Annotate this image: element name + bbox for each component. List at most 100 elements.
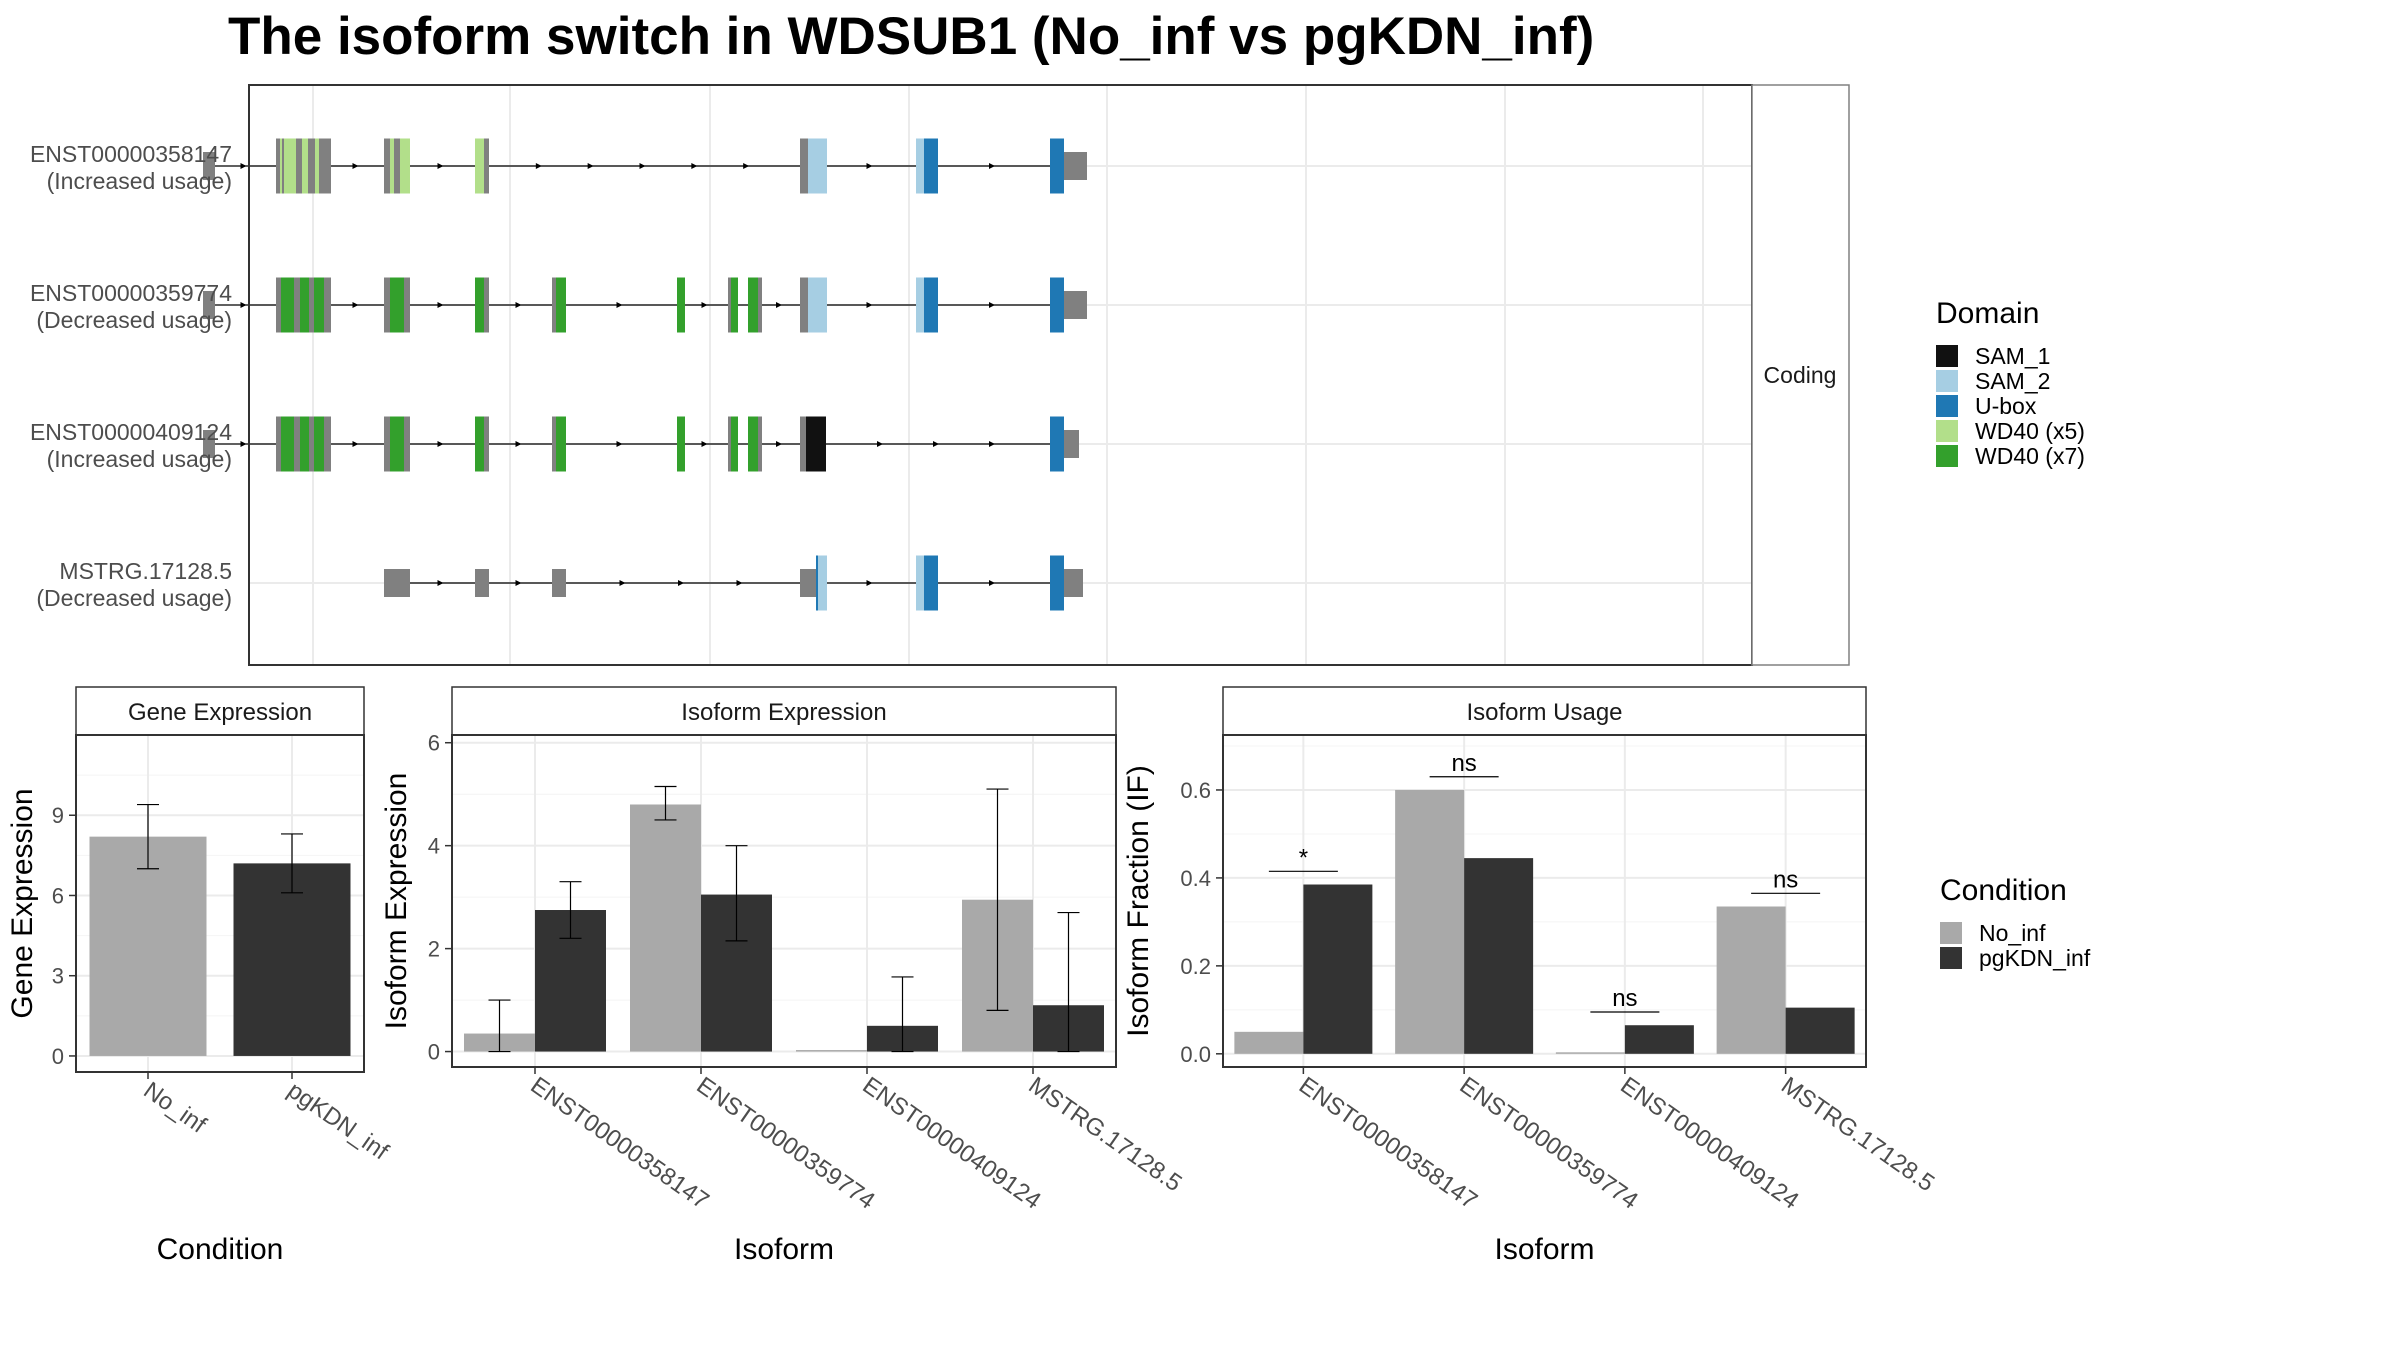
intron-arrow — [866, 163, 873, 169]
domain-segment-sam-2 — [818, 555, 827, 611]
intron-arrow — [743, 163, 750, 169]
intron-arrow — [240, 302, 247, 308]
y-tick-label: 0.2 — [1180, 954, 1211, 979]
exon-utr — [475, 569, 489, 597]
domain-segment-u-box — [1050, 277, 1064, 333]
domain-segment-u-box — [1050, 555, 1064, 611]
intron-arrow — [240, 163, 247, 169]
bar — [1303, 884, 1373, 1054]
intron-arrow — [866, 302, 873, 308]
intron-arrow — [776, 441, 782, 447]
domain-segment-wd40-x7- — [390, 277, 404, 333]
domain-segment-wd40-x7- — [556, 277, 566, 333]
structure-background — [249, 85, 1752, 665]
bar — [1624, 1025, 1694, 1054]
domain-segment-u-box — [1050, 416, 1064, 472]
x-tick-label: ENST00000409124 — [858, 1072, 1046, 1215]
bar — [89, 836, 207, 1056]
domain-segment-wd40-x7- — [677, 277, 685, 333]
intron-arrow — [877, 441, 883, 447]
transcript-structure-panel: ENST00000358147(Increased usage)ENST0000… — [30, 84, 1850, 666]
intron-arrow — [933, 441, 939, 447]
intron-arrow — [437, 441, 444, 447]
domain-segment-sam-2 — [916, 555, 924, 611]
exon-utr — [1064, 430, 1079, 458]
domain-segment-sam-2 — [808, 277, 827, 333]
intron-arrow — [240, 441, 247, 447]
intron-arrow — [736, 580, 743, 586]
domain-segment-sam-2 — [916, 138, 924, 194]
panel-strip-title: Isoform Expression — [681, 699, 886, 726]
intron-arrow — [989, 163, 995, 169]
domain-segment-wd40-x5- — [284, 138, 296, 194]
intron-arrow — [619, 580, 626, 586]
domain-legend-label: U-box — [1975, 393, 2037, 419]
intron-arrow — [989, 441, 995, 447]
x-tick-label: MSTRG.17128.5 — [1776, 1072, 1939, 1197]
y-tick-label: 0.6 — [1180, 778, 1211, 803]
exon-utr — [800, 569, 816, 597]
x-tick-label: pgKDN_inf — [283, 1077, 394, 1166]
domain-segment-wd40-x7- — [556, 416, 566, 472]
panel-strip-title: Gene Expression — [128, 699, 312, 726]
transcript-label: ENST00000358147 — [30, 141, 232, 167]
domain-segment-u-box — [816, 555, 818, 611]
domain-segment-u-box — [1050, 138, 1064, 194]
facet-label: Coding — [1764, 362, 1837, 388]
intron-arrow — [678, 580, 684, 586]
domain-segment-wd40-x7- — [677, 416, 685, 472]
bar — [1464, 858, 1534, 1054]
y-axis-title: Isoform Expression — [380, 773, 413, 1030]
chart-title: The isoform switch in WDSUB1 (No_inf vs … — [228, 7, 1595, 66]
panel-strip — [75, 686, 365, 736]
domain-segment-wd40-x5- — [390, 138, 394, 194]
bar — [1555, 1052, 1625, 1054]
domain-segment-wd40-x5- — [400, 138, 410, 194]
intron-arrow — [352, 302, 359, 308]
condition-legend-label: No_inf — [1979, 920, 2046, 946]
domain-legend-label: WD40 (x7) — [1975, 443, 2085, 469]
domain-segment-wd40-x7- — [748, 277, 758, 333]
domain-legend-label: WD40 (x5) — [1975, 418, 2085, 444]
facet-strip — [1751, 84, 1850, 666]
x-tick-label: MSTRG.17128.5 — [1024, 1072, 1187, 1197]
y-tick-label: 4 — [428, 834, 440, 859]
domain-segment-wd40-x5- — [475, 138, 484, 194]
domain-segment-u-box — [929, 277, 938, 333]
isoform-usage-panel: Isoform Usage * ns ns ns 0.0 0.2 0.4 0.6 ENST0000… — [1122, 686, 1939, 1266]
intron-arrow — [989, 302, 995, 308]
x-tick-label: No_inf — [139, 1077, 212, 1139]
y-tick-label: 0 — [52, 1044, 64, 1069]
domain-segment-wd40-x7- — [300, 416, 309, 472]
domain-legend-key — [1936, 420, 1958, 442]
exon-utr — [384, 569, 410, 597]
domain-segment-u-box — [924, 555, 929, 611]
intron-arrow — [701, 302, 708, 308]
intron-arrow — [616, 302, 623, 308]
domain-segment-wd40-x7- — [731, 277, 738, 333]
x-tick-label: ENST00000409124 — [1615, 1072, 1803, 1215]
exon-utr — [552, 569, 566, 597]
bar — [1395, 789, 1465, 1054]
y-tick-label: 9 — [52, 803, 64, 828]
bar — [1785, 1007, 1855, 1054]
domain-segment-sam-2 — [916, 277, 924, 333]
x-tick-label: ENST00000359774 — [1455, 1072, 1643, 1215]
panel-strip — [1222, 686, 1867, 736]
condition-legend-title: Condition — [1940, 874, 2067, 907]
domain-segment-wd40-x7- — [731, 416, 738, 472]
domain-segment-wd40-x7- — [748, 416, 758, 472]
exon-utr — [203, 152, 215, 180]
condition-legend-label: pgKDN_inf — [1979, 945, 2091, 971]
panel-border — [451, 734, 1117, 1068]
domain-segment-u-box — [929, 555, 938, 611]
transcript-label: ENST00000409124 — [30, 419, 232, 445]
exon-utr — [1064, 152, 1087, 180]
domain-legend-label: SAM_1 — [1975, 343, 2050, 369]
x-tick-label: ENST00000358147 — [526, 1072, 714, 1215]
exon-utr — [1064, 291, 1087, 319]
y-tick-label: 3 — [52, 964, 64, 989]
domain-segment-wd40-x7- — [281, 277, 294, 333]
transcript-usage-note: (Decreased usage) — [36, 307, 232, 333]
